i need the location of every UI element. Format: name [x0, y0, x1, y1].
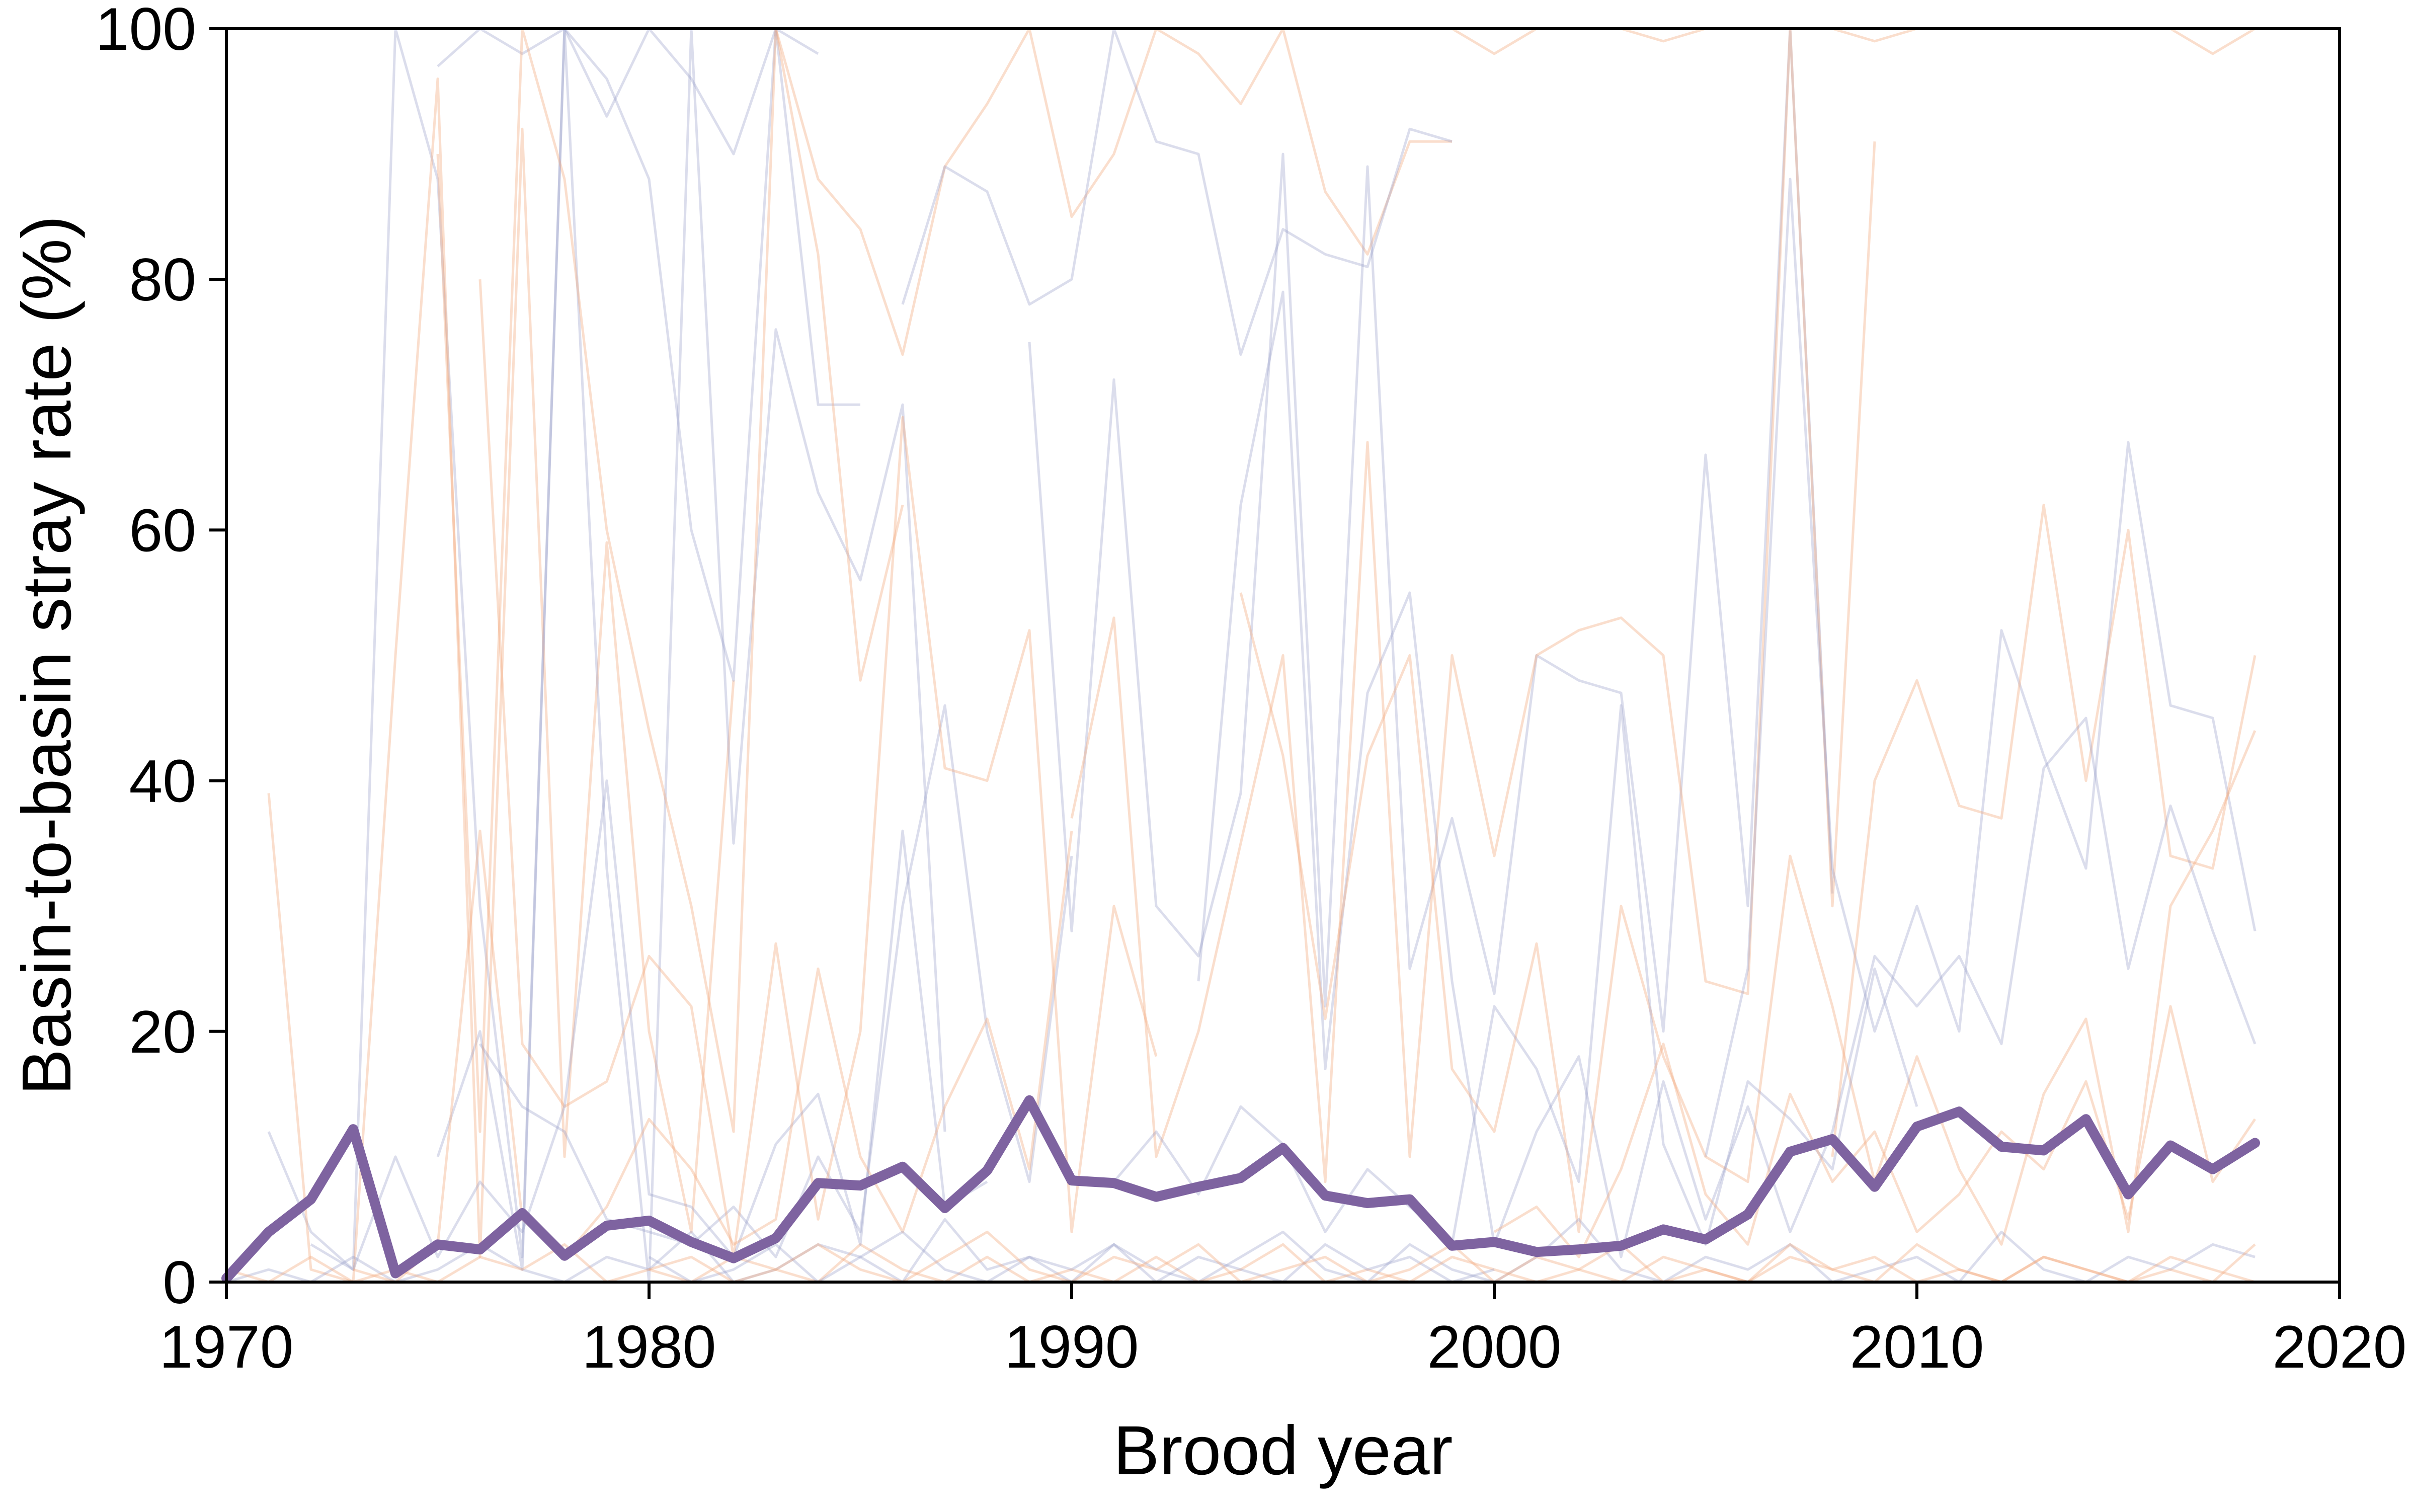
background-series-line-21 [648, 1230, 1495, 1284]
y-tick-label: 0 [163, 1249, 196, 1316]
y-axis: 0 20 40 60 80 100 [96, 0, 226, 1316]
background-series-line-1 [267, 27, 860, 1271]
y-tick-label: 40 [129, 748, 196, 815]
x-tick-label: 2010 [1850, 1313, 1984, 1381]
x-tick-label: 1980 [582, 1313, 716, 1381]
y-axis-title: Basin-to-basin stray rate (%) [8, 215, 86, 1095]
background-series-line-12 [478, 279, 1158, 1258]
background-series-line-2 [267, 77, 735, 1284]
background-series-line-7 [1028, 27, 1834, 1033]
y-tick-label: 80 [129, 246, 196, 313]
background-series-line-23 [437, 27, 819, 682]
background-series-line-16 [226, 1243, 2256, 1284]
background-series-line-6 [1451, 27, 2256, 55]
x-tick-label: 1970 [159, 1313, 294, 1381]
x-tick-label: 2020 [2273, 1313, 2407, 1381]
x-tick-label: 1990 [1005, 1313, 1139, 1381]
background-series-line-14 [1239, 592, 2257, 1246]
background-series-line-20 [1493, 1005, 2257, 1258]
background-series-line-17 [310, 779, 988, 1271]
background-series-line-11 [478, 704, 1073, 1258]
background-series-line-8 [1070, 27, 1876, 1183]
background-series-line-5 [901, 27, 1453, 356]
background-series-line-19 [1113, 704, 1918, 1246]
x-tick-label: 2000 [1427, 1313, 1562, 1381]
mean-series-group [221, 1095, 2260, 1284]
background-series-line-13 [1197, 290, 2257, 1258]
x-axis-title: Brood year [1113, 1412, 1453, 1489]
background-series-line-18 [353, 829, 1073, 1284]
background-series-line-24 [436, 27, 904, 1133]
plot-area-frame [225, 27, 2341, 1284]
y-tick-label: 100 [96, 0, 196, 63]
background-series-line-10 [1831, 504, 2257, 1157]
background-series-line-9 [1704, 178, 2257, 1157]
background-series-line-4 [774, 27, 1452, 356]
y-tick-label: 20 [129, 998, 196, 1066]
background-series-group [226, 27, 2257, 1284]
y-tick-label: 60 [129, 497, 196, 564]
x-axis: 1970 1980 1990 2000 2010 2020 [159, 1282, 2407, 1381]
mean-series-line [221, 1095, 2260, 1284]
